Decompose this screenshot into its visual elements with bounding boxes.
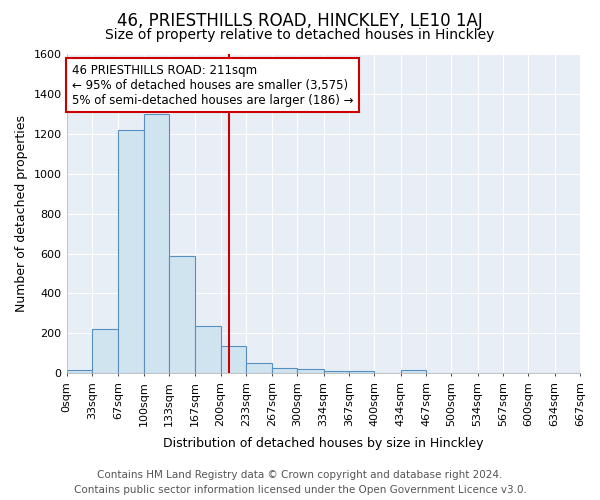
Bar [323,371,349,373]
Bar [67,370,92,373]
Bar [246,364,272,373]
Bar [272,368,298,373]
Text: 46 PRIESTHILLS ROAD: 211sqm
← 95% of detached houses are smaller (3,575)
5% of s: 46 PRIESTHILLS ROAD: 211sqm ← 95% of det… [71,64,353,106]
Text: Contains HM Land Registry data © Crown copyright and database right 2024.
Contai: Contains HM Land Registry data © Crown c… [74,470,526,495]
Bar [195,326,221,373]
Bar [143,114,169,373]
Bar [349,372,374,373]
Bar [118,130,143,373]
X-axis label: Distribution of detached houses by size in Hinckley: Distribution of detached houses by size … [163,437,484,450]
Y-axis label: Number of detached properties: Number of detached properties [15,115,28,312]
Text: Size of property relative to detached houses in Hinckley: Size of property relative to detached ho… [106,28,494,42]
Text: 46, PRIESTHILLS ROAD, HINCKLEY, LE10 1AJ: 46, PRIESTHILLS ROAD, HINCKLEY, LE10 1AJ [117,12,483,30]
Bar [169,256,195,373]
Bar [298,369,323,373]
Bar [401,370,426,373]
Bar [221,346,246,373]
Bar [92,330,118,373]
